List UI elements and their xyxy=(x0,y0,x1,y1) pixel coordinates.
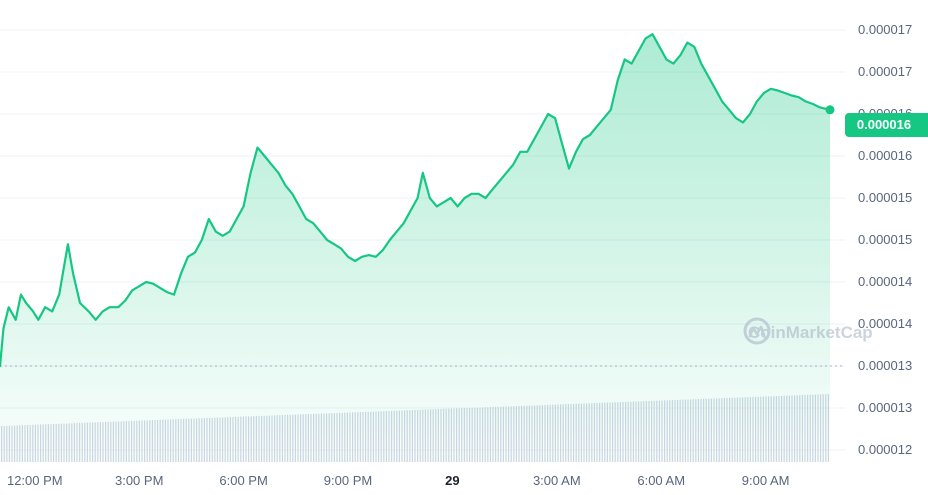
last-price-dot[interactable] xyxy=(825,105,835,115)
y-tick-label: 0.000014 xyxy=(858,316,912,331)
y-tick-label: 0.000012 xyxy=(858,442,912,457)
x-tick-label: 3:00 AM xyxy=(533,473,581,488)
coinmarketcap-logo-icon xyxy=(743,317,771,345)
x-tick-label: 29 xyxy=(445,473,459,488)
watermark-text: CoinMarketCap xyxy=(748,323,873,342)
x-tick-label: 6:00 PM xyxy=(219,473,267,488)
y-axis-ticks: 0.000017 0.000017 0.000016 0.000016 0.000015… xyxy=(858,22,912,457)
watermark: CoinMarketCap xyxy=(742,316,873,350)
current-price-label: 0.000016 xyxy=(856,117,912,132)
price-area xyxy=(0,34,830,462)
current-price-badge: 0.000016 xyxy=(845,113,928,137)
x-axis-ticks: 12:00 PM 3:00 PM 6:00 PM 9:00 PM 29 3:00 AM 6:… xyxy=(7,473,789,488)
x-tick-label: 9:00 PM xyxy=(324,473,372,488)
y-tick-label: 0.000015 xyxy=(858,232,912,247)
x-tick-label: 6:00 AM xyxy=(637,473,685,488)
y-tick-label: 0.000017 xyxy=(858,22,912,37)
y-tick-label: 0.000014 xyxy=(858,274,912,289)
y-tick-label: 0.000016 xyxy=(858,148,912,163)
x-tick-label: 9:00 AM xyxy=(742,473,790,488)
y-tick-label: 0.000015 xyxy=(858,190,912,205)
y-tick-label: 0.000017 xyxy=(858,64,912,79)
price-line xyxy=(0,33,832,368)
y-tick-label: 0.000013 xyxy=(858,358,912,373)
x-tick-label: 3:00 PM xyxy=(115,473,163,488)
x-tick-label: 12:00 PM xyxy=(7,473,63,488)
y-tick-label: 0.000013 xyxy=(858,400,912,415)
